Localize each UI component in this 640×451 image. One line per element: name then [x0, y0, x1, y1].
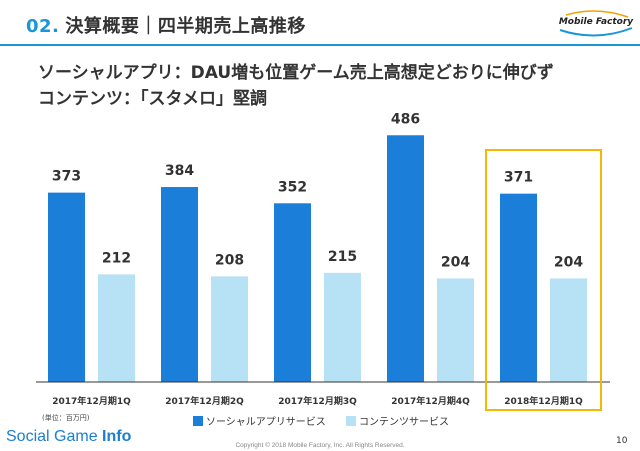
x-tick-label-3: 2017年12月期3Q: [278, 395, 357, 407]
data-label-content-1: 212: [102, 250, 131, 266]
bar-content-5: [550, 278, 587, 382]
data-label-content-5: 204: [554, 254, 583, 270]
data-label-social-3: 352: [278, 179, 307, 195]
bar-social-5: [500, 193, 537, 382]
legend-swatch-social: [193, 415, 203, 426]
x-tick-label-4: 2017年12月期4Q: [391, 395, 470, 407]
x-tick-label-1: 2017年12月期1Q: [52, 395, 131, 407]
bar-content-1: [98, 274, 135, 382]
bar-content-3: [324, 272, 361, 382]
header-rule: [0, 44, 640, 46]
data-label-content-4: 204: [441, 254, 470, 270]
watermark-normal: Social Game: [6, 428, 103, 445]
bar-social-1: [48, 192, 85, 382]
bar-social-3: [274, 203, 311, 382]
section-title: 02. 決算概要｜四半期売上高推移: [26, 12, 306, 38]
data-label-social-4: 486: [391, 111, 420, 127]
bar-content-2: [211, 276, 248, 382]
legend-label-social: ソーシャルアプリサービス: [206, 417, 326, 428]
data-label-social-2: 384: [165, 163, 194, 179]
bar-social-2: [161, 187, 198, 382]
section-number: 02.: [26, 16, 60, 37]
x-tick-label-2: 2017年12月期2Q: [165, 395, 244, 407]
headline-line-1: ソーシャルアプリ：DAU増も位置ゲーム売上高想定どおりに伸びず: [38, 63, 554, 83]
data-label-content-2: 208: [215, 252, 244, 268]
data-label-content-3: 215: [328, 249, 357, 265]
logo-text: Mobile Factory: [558, 17, 634, 27]
bar-content-4: [437, 278, 474, 382]
data-label-social-1: 373: [52, 169, 81, 185]
page-number: 10: [616, 436, 628, 446]
legend-item-content: コンテンツサービス: [346, 413, 449, 428]
legend-item-social: ソーシャルアプリサービス: [193, 413, 326, 428]
watermark-bold: Info: [102, 428, 132, 445]
mobile-factory-logo: Mobile Factory: [556, 8, 636, 38]
logo-swoosh-icon: [559, 10, 633, 37]
headline-line-2: コンテンツ：「スタメロ」堅調: [38, 89, 267, 109]
unit-note: (単位：百万円): [42, 414, 90, 422]
data-label-social-5: 371: [504, 170, 533, 186]
headline: ソーシャルアプリ：DAU増も位置ゲーム売上高想定どおりに伸びず コンテンツ：「ス…: [38, 60, 554, 112]
slide-header: 02. 決算概要｜四半期売上高推移 Mobile Factory: [0, 0, 640, 48]
legend-label-content: コンテンツサービス: [359, 417, 449, 428]
social-game-info-watermark: Social Game Info: [6, 428, 131, 446]
legend-swatch-content: [346, 415, 356, 426]
x-tick-label-5: 2018年12月期1Q: [504, 395, 583, 407]
copyright: Copyright © 2018 Mobile Factory, Inc. Al…: [235, 442, 405, 449]
highlight-box: [485, 149, 602, 411]
section-title-text: 決算概要｜四半期売上高推移: [65, 16, 306, 37]
bar-social-4: [387, 135, 424, 382]
